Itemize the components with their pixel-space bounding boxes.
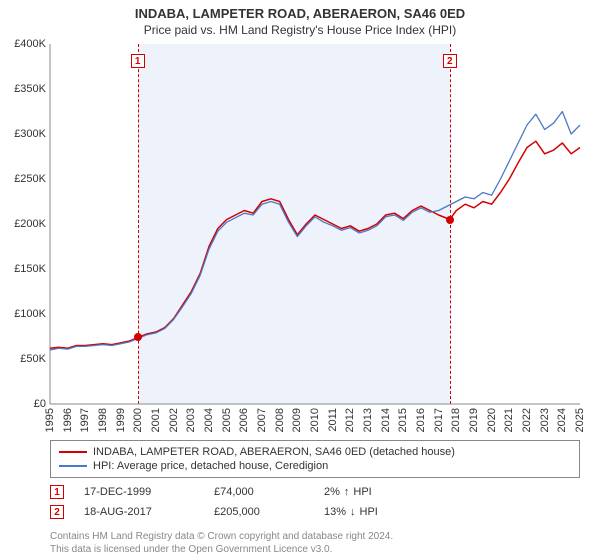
x-axis-tick-label: 2025 xyxy=(574,408,586,432)
x-axis-tick-label: 1996 xyxy=(62,408,74,432)
event-date: 18-AUG-2017 xyxy=(84,506,194,518)
footer-line-1: Contains HM Land Registry data © Crown c… xyxy=(50,531,580,544)
x-axis-tick-label: 2022 xyxy=(521,408,533,432)
event-number-box: 1 xyxy=(50,485,64,499)
legend-label: INDABA, LAMPETER ROAD, ABERAERON, SA46 0… xyxy=(93,446,455,458)
x-axis-tick-label: 1997 xyxy=(79,408,91,432)
x-axis-tick-label: 2013 xyxy=(362,408,374,432)
x-axis-tick-label: 1999 xyxy=(115,408,127,432)
arrow-icon: ↓ xyxy=(350,506,356,518)
chart-container: INDABA, LAMPETER ROAD, ABERAERON, SA46 0… xyxy=(0,0,600,560)
x-axis-tick-label: 2018 xyxy=(450,408,462,432)
x-axis-tick-label: 2017 xyxy=(433,408,445,432)
y-axis-tick-label: £250K xyxy=(14,173,46,185)
chart-title: INDABA, LAMPETER ROAD, ABERAERON, SA46 0… xyxy=(0,0,600,21)
legend: INDABA, LAMPETER ROAD, ABERAERON, SA46 0… xyxy=(50,440,580,478)
chart-plot-area: £0£50K£100K£150K£200K£250K£300K£350K£400… xyxy=(50,44,580,404)
x-axis-tick-label: 2008 xyxy=(274,408,286,432)
x-axis-tick-label: 2011 xyxy=(327,408,339,432)
event-diff-pct: 13% xyxy=(324,506,346,518)
event-price: £205,000 xyxy=(214,506,304,518)
event-marker-dot xyxy=(446,216,454,224)
x-axis-tick-label: 1998 xyxy=(97,408,109,432)
arrow-icon: ↑ xyxy=(344,486,350,498)
event-date: 17-DEC-1999 xyxy=(84,486,194,498)
x-axis-tick-label: 2020 xyxy=(486,408,498,432)
x-axis-tick-label: 2023 xyxy=(539,408,551,432)
x-axis-tick-label: 2007 xyxy=(256,408,268,432)
x-axis-tick-label: 2009 xyxy=(291,408,303,432)
footer-attribution: Contains HM Land Registry data © Crown c… xyxy=(50,531,580,556)
event-diff: 2% ↑HPI xyxy=(324,486,372,498)
y-axis-tick-label: £150K xyxy=(14,263,46,275)
legend-item: HPI: Average price, detached house, Cere… xyxy=(59,459,571,473)
event-row: 2 18-AUG-2017 £205,000 13% ↓ HPI xyxy=(50,502,580,522)
x-axis-tick-label: 2006 xyxy=(238,408,250,432)
legend-swatch xyxy=(59,465,87,467)
x-axis-tick-label: 2024 xyxy=(556,408,568,432)
x-axis-tick-label: 2019 xyxy=(468,408,480,432)
event-diff-pct: 2% xyxy=(324,486,340,498)
x-axis-tick-label: 1995 xyxy=(44,408,56,432)
x-axis-tick-label: 2012 xyxy=(344,408,356,432)
event-price: £74,000 xyxy=(214,486,304,498)
event-diff: 13% ↓ HPI xyxy=(324,506,378,518)
x-axis-tick-label: 2003 xyxy=(185,408,197,432)
x-axis-tick-label: 2000 xyxy=(132,408,144,432)
event-table: 117-DEC-1999£74,0002%↑HPI218-AUG-2017£20… xyxy=(50,482,580,522)
x-axis-tick-label: 2021 xyxy=(503,408,515,432)
y-axis-tick-label: £350K xyxy=(14,83,46,95)
chart-lines-svg xyxy=(50,44,580,404)
x-axis-tick-label: 2004 xyxy=(203,408,215,432)
event-diff-label: HPI xyxy=(360,506,378,518)
series-line xyxy=(50,141,580,348)
y-axis-tick-label: £300K xyxy=(14,128,46,140)
footer-line-2: This data is licensed under the Open Gov… xyxy=(50,544,580,557)
legend-label: HPI: Average price, detached house, Cere… xyxy=(93,460,328,472)
event-row: 1 17-DEC-1999 £74,000 2% ↑HPI xyxy=(50,482,580,502)
legend-swatch xyxy=(59,451,87,453)
chart-subtitle: Price paid vs. HM Land Registry's House … xyxy=(0,21,600,37)
event-number-box: 2 xyxy=(50,505,64,519)
event-diff-label: HPI xyxy=(353,486,371,498)
event-marker-number-box: 1 xyxy=(131,54,145,68)
y-axis-tick-label: £200K xyxy=(14,218,46,230)
y-axis-tick-label: £100K xyxy=(14,308,46,320)
x-axis-tick-label: 2010 xyxy=(309,408,321,432)
x-axis-tick-label: 2005 xyxy=(221,408,233,432)
x-axis-tick-label: 2001 xyxy=(150,408,162,432)
series-line xyxy=(50,112,580,351)
legend-item: INDABA, LAMPETER ROAD, ABERAERON, SA46 0… xyxy=(59,445,571,459)
y-axis-tick-label: £50K xyxy=(20,353,46,365)
x-axis-tick-label: 2016 xyxy=(415,408,427,432)
x-axis-tick-label: 2015 xyxy=(397,408,409,432)
y-axis-tick-label: £400K xyxy=(14,38,46,50)
event-marker-dot xyxy=(134,333,142,341)
event-marker-number-box: 2 xyxy=(443,54,457,68)
x-axis-tick-label: 2002 xyxy=(168,408,180,432)
x-axis-tick-label: 2014 xyxy=(380,408,392,432)
